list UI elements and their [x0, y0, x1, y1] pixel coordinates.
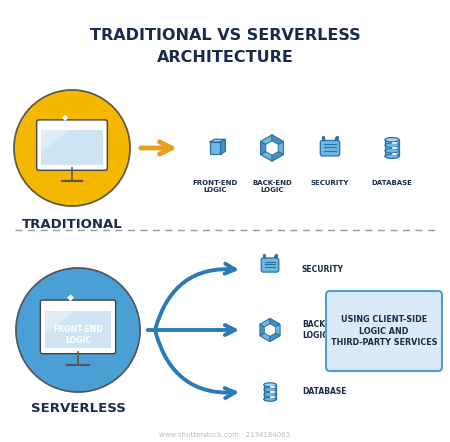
Text: SECURITY: SECURITY [311, 180, 349, 186]
Polygon shape [220, 139, 225, 154]
Polygon shape [272, 135, 284, 145]
Polygon shape [45, 121, 54, 130]
Polygon shape [272, 152, 284, 161]
Polygon shape [261, 141, 266, 155]
Polygon shape [41, 130, 69, 152]
Ellipse shape [264, 383, 276, 387]
Polygon shape [50, 301, 59, 312]
Circle shape [16, 268, 140, 392]
Polygon shape [62, 114, 68, 121]
Text: www.shutterstock.com · 2134184065: www.shutterstock.com · 2134184065 [159, 432, 291, 438]
Text: BACK-END
LOGIC: BACK-END LOGIC [252, 180, 292, 193]
Text: FRONT-END
LOGIC: FRONT-END LOGIC [193, 180, 238, 193]
Circle shape [14, 90, 130, 206]
Polygon shape [261, 152, 272, 161]
Polygon shape [210, 142, 220, 154]
FancyBboxPatch shape [36, 120, 108, 170]
Text: TRADITIONAL VS SERVERLESS: TRADITIONAL VS SERVERLESS [90, 28, 360, 43]
FancyBboxPatch shape [261, 258, 279, 272]
Polygon shape [41, 130, 103, 164]
Polygon shape [275, 324, 280, 336]
Polygon shape [45, 311, 111, 348]
Polygon shape [210, 139, 225, 142]
Polygon shape [67, 294, 74, 301]
Text: ARCHITECTURE: ARCHITECTURE [157, 50, 293, 65]
Text: FRONT-END
LOGIC: FRONT-END LOGIC [53, 325, 103, 345]
Polygon shape [270, 333, 280, 342]
Ellipse shape [385, 137, 399, 142]
Text: SECURITY: SECURITY [302, 266, 344, 274]
Text: BACK-END
LOGIC: BACK-END LOGIC [302, 320, 346, 340]
Polygon shape [261, 135, 272, 145]
Polygon shape [266, 141, 278, 155]
FancyBboxPatch shape [40, 300, 116, 354]
Bar [385, 140, 399, 156]
Text: DATABASE: DATABASE [302, 388, 347, 396]
FancyBboxPatch shape [320, 141, 340, 156]
Polygon shape [265, 324, 275, 336]
Text: TRADITIONAL: TRADITIONAL [22, 218, 122, 231]
Polygon shape [260, 318, 270, 327]
Text: DATABASE: DATABASE [372, 180, 413, 186]
FancyBboxPatch shape [326, 291, 442, 371]
Text: USING CLIENT-SIDE
LOGIC AND
THIRD-PARTY SERVICES: USING CLIENT-SIDE LOGIC AND THIRD-PARTY … [331, 315, 437, 347]
Text: SERVERLESS: SERVERLESS [31, 402, 126, 415]
Ellipse shape [385, 154, 399, 158]
Polygon shape [270, 318, 280, 327]
Polygon shape [278, 141, 284, 155]
Polygon shape [260, 324, 265, 336]
Ellipse shape [264, 397, 276, 401]
Polygon shape [45, 311, 74, 334]
Polygon shape [260, 333, 270, 342]
Bar [264, 385, 276, 399]
